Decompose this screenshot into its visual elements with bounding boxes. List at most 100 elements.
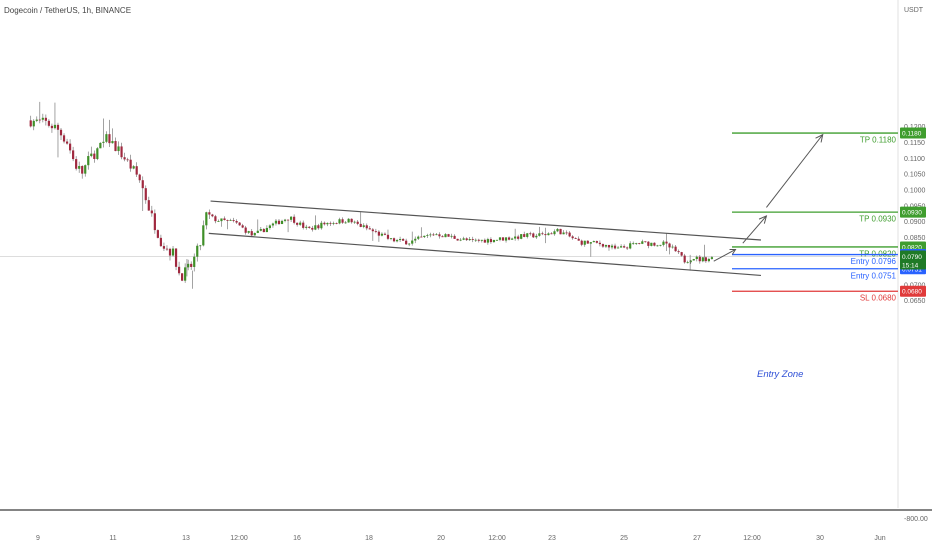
descending-channel[interactable] [208, 200, 762, 277]
time-axis[interactable]: 9 11 13 12:00 16 18 20 12:00 23 25 27 12:00 30 Jun [36, 535, 886, 542]
candle-body [32, 120, 35, 127]
candle-body [383, 233, 387, 235]
sl-badge-text: 0.0680 [902, 289, 922, 296]
candle-body [529, 233, 532, 235]
candle-body [141, 180, 144, 189]
candle-body [580, 240, 583, 245]
candle-body [138, 174, 141, 181]
time-tick-label: 9 [36, 535, 40, 542]
projection-arrowhead [815, 133, 824, 143]
time-tick-label: 13 [182, 535, 190, 542]
candle-body [353, 221, 356, 223]
candle-body [244, 227, 247, 233]
candle-body [423, 235, 426, 238]
candle-body [462, 238, 465, 240]
candle-body [90, 153, 93, 157]
time-tick-label: 23 [548, 535, 556, 542]
candle-body [507, 237, 511, 240]
price-tick-label: 0.1100 [904, 156, 925, 163]
candle-body [265, 227, 268, 233]
current-price-value: 0.0790 [902, 254, 922, 261]
time-tick-label: 12:00 [230, 535, 248, 542]
channel-lower-line [208, 232, 762, 277]
candle-body [311, 227, 314, 230]
projection-arrows[interactable] [713, 133, 824, 262]
candle-body [147, 200, 150, 211]
candle-body [332, 223, 335, 224]
candle-body [420, 236, 423, 238]
candle-body [96, 148, 99, 159]
candle-body [583, 240, 586, 245]
price-tick-label: 0.0900 [904, 219, 926, 226]
candle-body [99, 142, 102, 149]
candle-body [214, 216, 217, 222]
candle-body [680, 252, 683, 256]
candle-body [598, 242, 602, 245]
candle-body [471, 239, 474, 240]
time-tick-label: 30 [816, 535, 824, 542]
candle-body [241, 225, 244, 228]
candle-body [87, 156, 90, 166]
candle-body [323, 222, 326, 225]
price-tick-label: 0.1150 [904, 140, 925, 147]
candle-body [338, 219, 341, 224]
candle-body [453, 235, 456, 239]
candle-body [335, 223, 338, 224]
candle-body [356, 221, 359, 224]
price-tick-label: 0.1050 [904, 172, 926, 179]
time-tick-label: 18 [365, 535, 373, 542]
candle-body [441, 236, 444, 238]
volume-axis-label: -800.00 [904, 516, 928, 523]
candle-body [405, 240, 408, 245]
candle-body [41, 117, 44, 120]
candle-body [108, 134, 111, 144]
entry2-badge-text: 0.0751 [902, 266, 922, 273]
sl-label: SL 0.0680 [860, 294, 897, 303]
candle-body [165, 248, 169, 250]
candle-body [368, 228, 371, 230]
candle-body [398, 239, 402, 241]
candle-body [317, 225, 320, 229]
candle-body [129, 159, 132, 169]
candle-body [671, 246, 674, 248]
candle-body [701, 257, 704, 262]
candle-body [565, 232, 568, 234]
current-price-countdown: 15:14 [902, 262, 919, 269]
candle-body [53, 124, 57, 129]
candle-body [293, 216, 296, 223]
candle-body [59, 129, 63, 136]
candle-body [665, 241, 668, 244]
candle-body [501, 237, 505, 241]
tp1-badge-text: 0.0820 [902, 244, 922, 251]
candle-body [429, 234, 432, 236]
candle-body [156, 230, 159, 238]
candle-body [50, 125, 54, 129]
candle-body [408, 243, 411, 245]
candle-body [217, 221, 220, 222]
candle-body [256, 230, 259, 233]
candle-body [707, 258, 710, 262]
candle-body [417, 236, 420, 239]
candle-body [150, 210, 153, 214]
candle-body [616, 247, 620, 249]
candle-body [456, 238, 459, 241]
candle-body [492, 239, 496, 243]
candle-body [468, 239, 471, 241]
candle-body [329, 222, 332, 224]
candle-body [271, 223, 275, 226]
candle-body [65, 141, 69, 144]
price-tick-label: 0.0650 [904, 298, 926, 305]
candle-body [93, 153, 96, 159]
candle-body [435, 234, 438, 236]
candle-body [386, 234, 390, 239]
candle-body [314, 225, 317, 230]
candle-body [235, 221, 238, 223]
candle-body [302, 222, 305, 228]
candle-body [181, 273, 184, 281]
candle-body [562, 232, 565, 235]
candle-body [44, 117, 47, 121]
candle-body [532, 233, 535, 238]
